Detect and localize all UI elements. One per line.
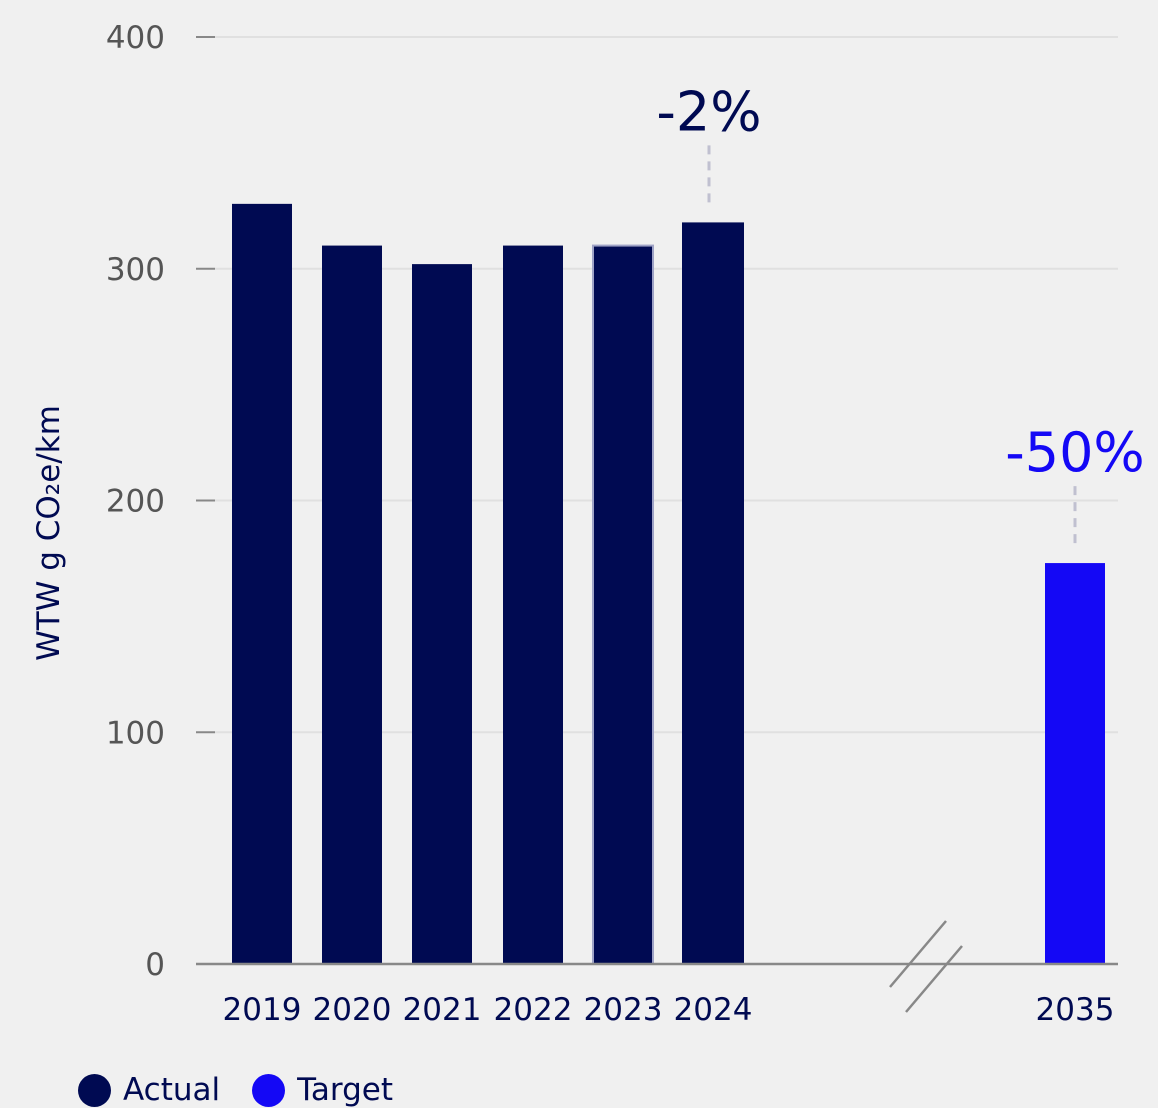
legend-item-actual: Actual: [78, 1072, 220, 1108]
y-tick-label: 0: [145, 947, 165, 983]
axis-break-icon: [889, 920, 963, 1013]
annotation-2035: -50%: [1005, 421, 1145, 484]
x-tick-label-2019: 2019: [223, 992, 302, 1028]
y-axis-ticks: 0 100 200 300 400: [106, 20, 215, 983]
bar-2024: [682, 222, 744, 964]
bar-2021: [412, 264, 472, 964]
y-tick-label: 300: [106, 252, 165, 288]
x-tick-label-2022: 2022: [494, 992, 573, 1028]
legend-item-target: Target: [252, 1072, 393, 1108]
annotations: -2% -50%: [656, 80, 1145, 544]
x-axis-labels: 2019 2020 2021 2022 2023 2024 2035: [223, 992, 1115, 1028]
x-tick-label-2021: 2021: [403, 992, 482, 1028]
legend-label-target: Target: [297, 1072, 394, 1108]
legend-swatch-actual: [78, 1073, 111, 1107]
y-tick-label: 200: [106, 484, 165, 520]
legend: Actual Target: [78, 1072, 425, 1108]
annotation-2024: -2%: [656, 80, 761, 143]
bar-2020: [322, 245, 382, 964]
x-tick-label-2024: 2024: [674, 992, 753, 1028]
legend-label-actual: Actual: [123, 1072, 221, 1108]
y-tick-label: 400: [106, 20, 165, 56]
bars: [232, 203, 1105, 965]
legend-swatch-target: [252, 1073, 286, 1107]
x-tick-label-2035: 2035: [1036, 992, 1115, 1028]
y-tick-label: 100: [106, 715, 165, 751]
bar-2035: [1045, 563, 1105, 964]
x-tick-label-2023: 2023: [584, 992, 663, 1028]
bar-2019: [232, 203, 292, 965]
y-axis-label: WTW g CO₂e/km: [31, 405, 67, 661]
bar-2023: [592, 244, 654, 965]
x-tick-label-2020: 2020: [313, 992, 392, 1028]
bar-2022: [503, 245, 563, 964]
